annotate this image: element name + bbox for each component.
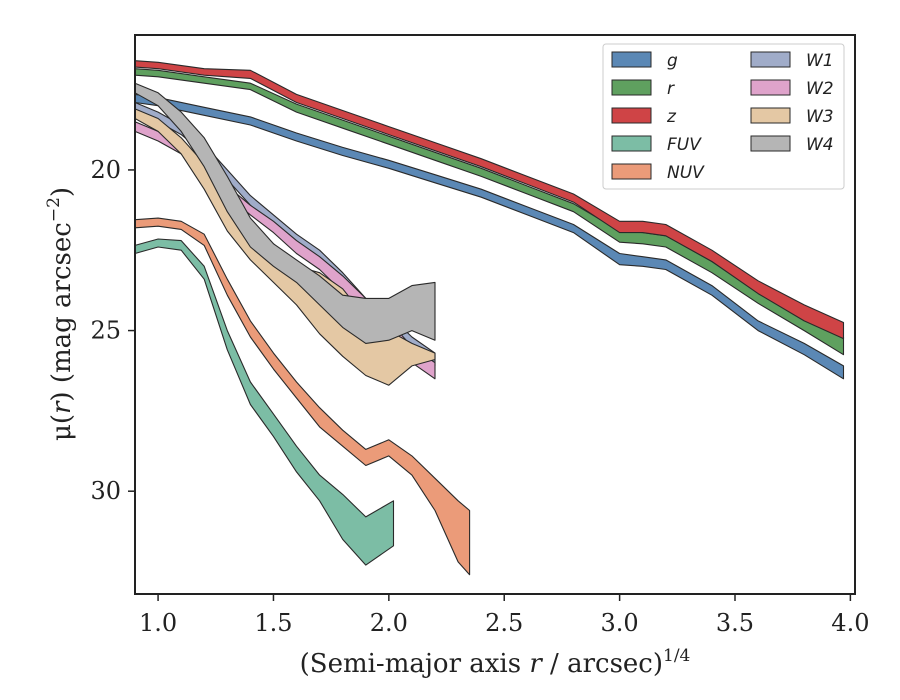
y-tick-label: 30 — [90, 477, 121, 505]
x-axis-title: (Semi-major axis r / arcsec)1/4 — [300, 646, 691, 679]
band-g — [134, 93, 845, 380]
legend-label-w2: W2 — [806, 79, 834, 99]
x-tick-label: 3.0 — [601, 609, 639, 637]
legend: grz FUV NUV W1 W2 W3 W4 — [602, 43, 845, 190]
legend-swatch-r — [611, 79, 652, 96]
y-tick-label: 25 — [90, 317, 121, 345]
legend-swatch-fuv — [611, 135, 652, 152]
legend-swatch-g — [611, 51, 652, 68]
y-axis-title: μ(r) (mag arcsec−2) — [44, 187, 77, 441]
x-tick-label: 1.5 — [254, 609, 292, 637]
legend-label-r: r — [667, 79, 675, 99]
legend-label-z: z — [666, 107, 677, 127]
axis-layer: 1.0 1.5 2.0 2.5 3.0 3.5 4.0 20 25 30 — [90, 156, 869, 637]
y-tick-label: 20 — [90, 156, 121, 184]
x-tick-label: 1.0 — [139, 609, 177, 637]
x-tick-label: 2.5 — [485, 609, 523, 637]
plot-frame — [134, 34, 856, 595]
legend-label-w1: W1 — [806, 51, 834, 71]
x-tick-label: 2.0 — [370, 609, 408, 637]
legend-swatch-w1 — [750, 51, 791, 68]
legend-label-g: g — [667, 51, 678, 71]
band-fuv — [134, 238, 395, 566]
legend-label-nuv: NUV — [667, 163, 705, 183]
legend-swatch-w4 — [750, 135, 791, 152]
legend-label-fuv: FUV — [667, 135, 702, 155]
band-r — [134, 68, 845, 356]
legend-label-w4: W4 — [806, 135, 834, 155]
legend-swatch-w3 — [750, 107, 791, 124]
band-w4 — [134, 82, 436, 344]
band-z — [134, 60, 845, 340]
x-tick-label: 3.5 — [716, 609, 754, 637]
x-tick-label: 4.0 — [831, 609, 869, 637]
legend-swatch-z — [611, 107, 652, 124]
legend-label-w3: W3 — [806, 107, 834, 127]
legend-swatch-w2 — [750, 79, 791, 96]
series-layer — [134, 60, 845, 576]
band-nuv — [134, 217, 471, 576]
legend-swatch-nuv — [611, 163, 652, 180]
